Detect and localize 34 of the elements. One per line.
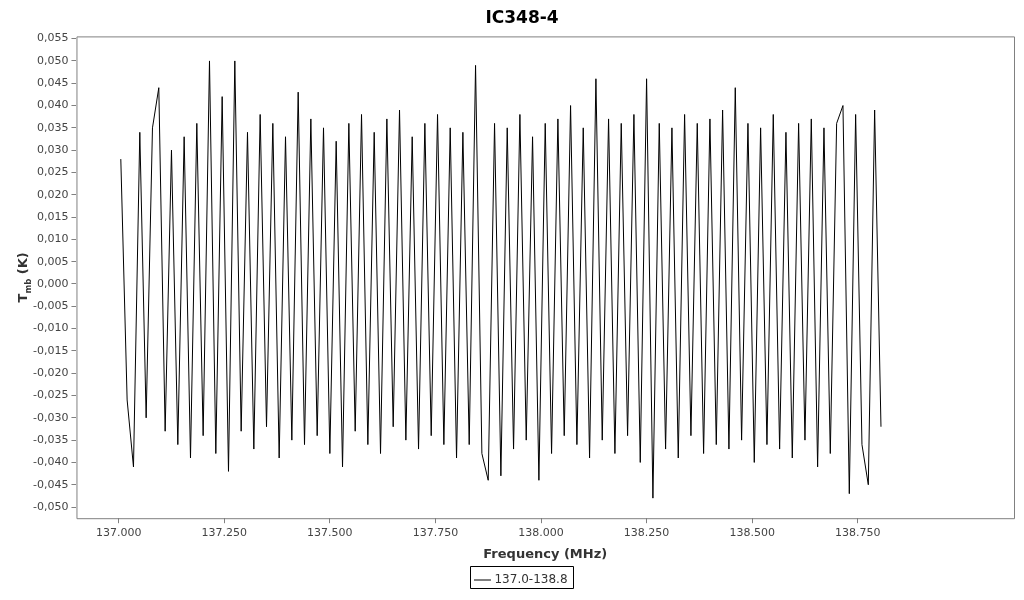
x-tick-label: 138.250	[623, 525, 670, 539]
y-tick-label: -0,040	[32, 455, 69, 469]
x-tick-label: 137.750	[412, 525, 459, 539]
y-tick-label: 0,005	[36, 254, 69, 268]
x-tick-label: 138.000	[518, 525, 564, 539]
x-tick-label: 138.500	[729, 525, 775, 539]
y-tick-label: 0,050	[36, 53, 69, 67]
y-tick-label: -0,015	[32, 343, 69, 357]
y-axis-title: Tmb (K)	[15, 252, 33, 303]
y-tick-label: -0,035	[32, 432, 69, 446]
x-tick-label: 138.750	[834, 525, 881, 539]
y-tick-label: -0,010	[32, 321, 69, 335]
y-tick-label: -0,030	[32, 410, 69, 424]
y-tick-label: 0,020	[36, 187, 69, 201]
y-tick-label: -0,020	[32, 366, 69, 380]
x-tick-label: 137.000	[95, 525, 142, 539]
y-tick-label: 0,045	[36, 76, 69, 90]
x-axis-title: Frequency (MHz)	[483, 545, 608, 561]
y-tick-label: 0,055	[36, 31, 69, 45]
legend-label: 137.0-138.8	[494, 572, 568, 587]
y-tick-label: 0,015	[36, 209, 69, 223]
y-tick-label: -0,005	[32, 299, 69, 313]
y-tick-label: -0,050	[32, 499, 69, 513]
y-tick-label: 0,030	[36, 143, 69, 157]
y-tick-label: 0,040	[36, 98, 69, 112]
y-tick-label: -0,025	[32, 388, 69, 402]
y-tick-label: -0,045	[32, 477, 69, 491]
x-tick-label: 137.500	[307, 525, 353, 539]
y-tick-label: 0,010	[36, 232, 69, 246]
y-tick-label: 0,000	[36, 276, 69, 290]
y-tick-label: 0,025	[36, 165, 69, 179]
y-tick-label: 0,035	[36, 120, 69, 134]
chart-title: IC348-4	[485, 6, 559, 27]
x-tick-label: 137.250	[201, 525, 248, 539]
